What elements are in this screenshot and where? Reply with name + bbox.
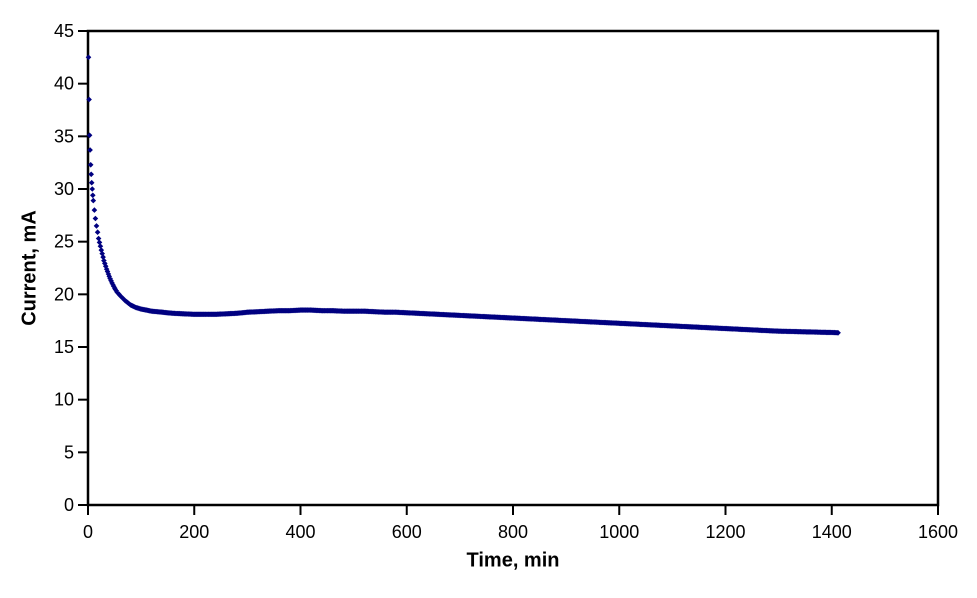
y-tick-label: 25 xyxy=(54,232,74,252)
x-tick-label: 1000 xyxy=(599,522,639,542)
x-tick-label: 1600 xyxy=(918,522,958,542)
y-tick-label: 30 xyxy=(54,179,74,199)
x-tick-label: 600 xyxy=(392,522,422,542)
y-tick-label: 40 xyxy=(54,74,74,94)
x-tick-label: 200 xyxy=(179,522,209,542)
plot-border xyxy=(86,29,940,507)
y-axis-title: Current, mA xyxy=(18,210,41,326)
x-tick-label: 400 xyxy=(285,522,315,542)
y-tick-label: 5 xyxy=(64,442,74,462)
y-tick-label: 35 xyxy=(54,126,74,146)
y-tick-label: 20 xyxy=(54,284,74,304)
x-axis-title: Time, min xyxy=(466,549,560,572)
x-tick-label: 1200 xyxy=(705,522,745,542)
y-tick-label: 45 xyxy=(54,21,74,41)
x-tick-label: 1400 xyxy=(812,522,852,542)
y-tick-label: 15 xyxy=(54,337,74,357)
data-series-current xyxy=(85,54,841,336)
y-tick-label: 10 xyxy=(54,390,74,410)
y-tick-label: 0 xyxy=(64,495,74,515)
x-tick-label: 800 xyxy=(498,522,528,542)
x-tick-label: 0 xyxy=(83,522,93,542)
